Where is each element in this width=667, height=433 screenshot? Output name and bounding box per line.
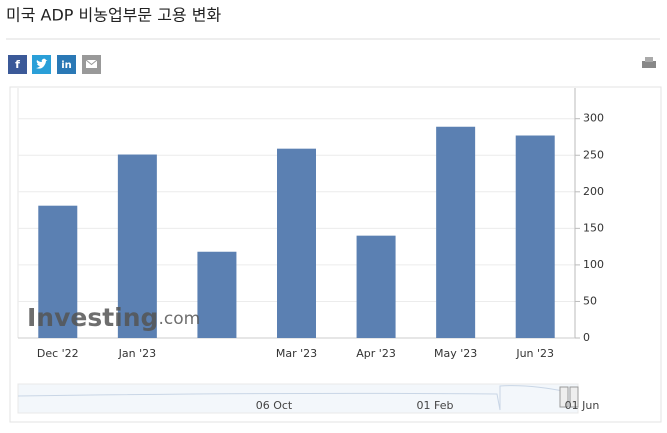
share-email[interactable] <box>82 55 101 74</box>
bar <box>38 205 78 338</box>
navigator-handle[interactable] <box>569 386 579 408</box>
navigator-series <box>17 385 569 411</box>
x-tick-label: Jun '23 <box>515 347 554 360</box>
navigator-label: 01 Feb <box>417 399 454 412</box>
x-tick-label: May '23 <box>434 347 477 360</box>
linkedin-label: in <box>61 60 72 71</box>
x-tick-label: Jan '23 <box>118 347 156 360</box>
watermark-suffix: .com <box>158 309 200 329</box>
navigator-handle[interactable] <box>559 386 569 408</box>
printer-body <box>642 61 656 68</box>
x-tick-label: Mar '23 <box>276 347 317 360</box>
y-tick-label: 300 <box>583 112 604 125</box>
bar <box>117 154 157 338</box>
facebook-label: f <box>15 58 20 71</box>
y-tick-label: 200 <box>583 185 604 198</box>
chart-frame <box>9 86 662 423</box>
y-tick-label: 50 <box>583 294 597 307</box>
navigator[interactable] <box>17 383 579 414</box>
email-icon-flap <box>85 59 98 66</box>
share-linkedin[interactable]: in <box>57 55 76 74</box>
watermark-brand: Investing <box>27 303 158 332</box>
linkedin-button[interactable] <box>57 55 76 74</box>
bar <box>356 235 396 338</box>
bar <box>277 148 316 338</box>
watermark: Investing.com <box>27 303 200 332</box>
x-tick-label: Dec '22 <box>37 347 79 360</box>
y-tick-label: 0 <box>583 331 590 344</box>
bar <box>436 126 476 338</box>
navigator-label: 06 Oct <box>256 399 293 412</box>
navigator-label: 01 Jun <box>565 399 600 412</box>
bar <box>515 135 555 338</box>
x-tick-label: Apr '23 <box>356 347 396 360</box>
y-tick-label: 250 <box>583 148 604 161</box>
y-tick-label: 150 <box>583 221 604 234</box>
facebook-button[interactable] <box>8 55 27 74</box>
twitter-icon <box>36 58 48 69</box>
bar <box>197 251 237 338</box>
share-facebook[interactable]: f <box>8 55 27 74</box>
page-title: 미국 ADP 비농업부문 고용 변화 <box>6 6 221 25</box>
share-twitter[interactable] <box>32 55 51 74</box>
y-tick-label: 100 <box>583 258 604 271</box>
print-icon[interactable] <box>642 57 656 68</box>
printer-paper <box>645 57 653 62</box>
